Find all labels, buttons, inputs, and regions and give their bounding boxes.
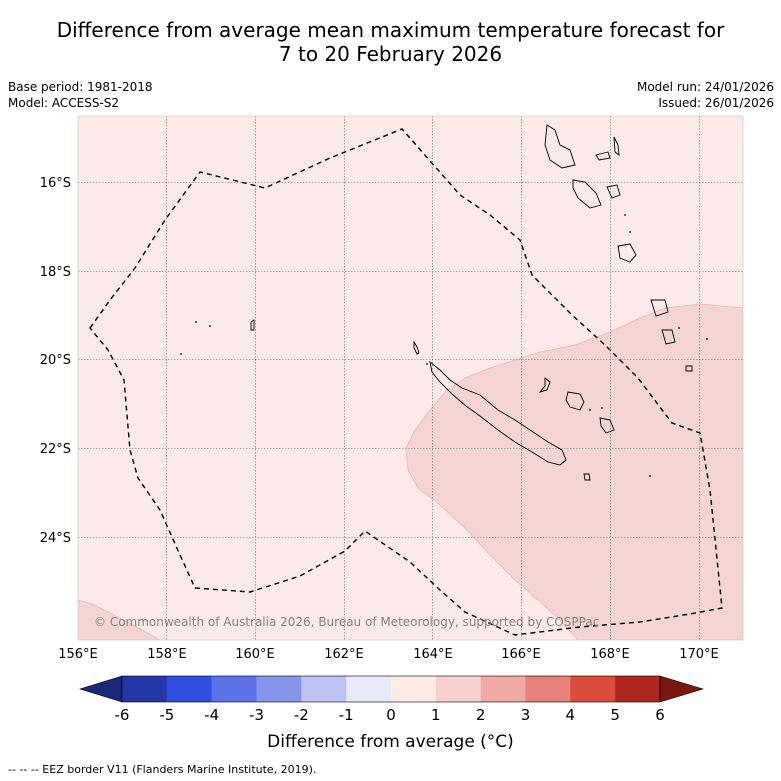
ambae-island: [595, 151, 611, 161]
map-frame: [77, 115, 744, 641]
chart-title: Difference from average mean maximum tem…: [0, 18, 781, 66]
colorbar-tick-label: 6: [655, 706, 665, 724]
colorbar-segment: [301, 676, 347, 702]
model-run: Model run: 24/01/2026: [636, 80, 774, 94]
pentecost-island: [613, 136, 620, 156]
colorbar-tick-label: -2: [294, 706, 309, 724]
eez-border: [89, 128, 723, 636]
colorbar-tick-label: -4: [204, 706, 219, 724]
title-line-1: Difference from average mean maximum tem…: [56, 18, 725, 42]
meta-right: Model run: 24/01/2026 Issued: 26/01/2026: [637, 79, 774, 111]
colorbar-tick-label: 4: [566, 706, 576, 724]
lon-tick: 158°E: [147, 647, 187, 662]
lon-tick: 164°E: [413, 647, 453, 662]
colorbar-segment: [435, 676, 481, 702]
anomaly-region-southwest: [78, 599, 161, 640]
colorbar-tick-label: 1: [431, 706, 441, 724]
lat-tick: 18°S: [40, 265, 71, 280]
lifou-island: [565, 391, 585, 411]
colorbar-tick-label: -6: [115, 706, 130, 724]
lon-tick: 168°E: [590, 647, 630, 662]
colorbar-tick-label: 2: [476, 706, 486, 724]
mare-island: [599, 417, 615, 434]
colorbar-segment: [391, 676, 437, 702]
colorbar-segment: [122, 676, 168, 702]
efate-island: [606, 184, 621, 199]
lat-tick: 20°S: [40, 353, 71, 368]
colorbar-segment: [480, 676, 526, 702]
lon-tick: 160°E: [235, 647, 275, 662]
colorbar-tick-label: 3: [521, 706, 531, 724]
meta-left: Base period: 1981-2018 Model: ACCESS-S2: [8, 79, 153, 111]
colorbar-outline: [121, 675, 661, 703]
colorbar-segment: [166, 676, 212, 702]
colorbar-label: Difference from average (°C): [267, 732, 514, 752]
colorbar-tick-label: -3: [249, 706, 264, 724]
small-island-east: [685, 365, 693, 372]
lon-tick-labels: 156°E 158°E 160°E 162°E 164°E 166°E 168°…: [58, 647, 719, 662]
lon-tick: 170°E: [679, 647, 719, 662]
coastlines: [250, 124, 693, 481]
chesterfield-island: [250, 319, 255, 331]
lat-tick-labels: 16°S 18°S 20°S 22°S 24°S: [40, 176, 71, 546]
colorbar-tick-labels: -6 -5 -4 -3 -2 -1 0 1 2 3 4 5 6: [115, 706, 665, 724]
copyright-note: © Commonwealth of Australia 2026, Bureau…: [94, 615, 599, 629]
colorbar-segment: [346, 676, 392, 702]
espiritu-santo: [544, 124, 576, 169]
colorbar-extension-high: [659, 675, 705, 703]
lat-tick: 16°S: [40, 176, 71, 191]
gridlines: [78, 116, 743, 640]
colorbar-tick-label: -5: [159, 706, 174, 724]
title-line-2: 7 to 20 February 2026: [278, 42, 503, 66]
lat-tick: 22°S: [40, 442, 71, 457]
belep-islands: [413, 340, 420, 355]
erromango-island: [617, 243, 637, 263]
lat-tick: 24°S: [40, 531, 71, 546]
colorbar-tick-label: -1: [339, 706, 354, 724]
eez-footnote: -- -- -- EEZ border V11 (Flanders Marine…: [8, 763, 317, 776]
colorbar-segment: [211, 676, 257, 702]
small-islets: [180, 214, 708, 477]
colorbar-segment: [256, 676, 302, 702]
issued-date: Issued: 26/01/2026: [658, 96, 774, 110]
colorbar-extension-low: [78, 675, 123, 703]
ouvea-island: [538, 377, 551, 393]
isle-of-pines: [583, 473, 591, 481]
colorbar-segment: [570, 676, 616, 702]
colorbar-tick-label: 0: [386, 706, 396, 724]
model-name: Model: ACCESS-S2: [8, 96, 120, 110]
colorbar-tick-label: 5: [610, 706, 620, 724]
colorbar: [78, 675, 705, 703]
lon-tick: 166°E: [501, 647, 541, 662]
lon-tick: 156°E: [58, 647, 98, 662]
malakula-island: [572, 179, 602, 209]
anomaly-region-east: [405, 303, 743, 640]
walpole-island: [661, 329, 676, 345]
lon-tick: 162°E: [324, 647, 364, 662]
colorbar-segment: [525, 676, 571, 702]
new-caledonia-island: [429, 360, 567, 466]
base-period: Base period: 1981-2018: [8, 80, 153, 94]
colorbar-segment: [615, 676, 661, 702]
aneityum-island: [650, 299, 669, 317]
